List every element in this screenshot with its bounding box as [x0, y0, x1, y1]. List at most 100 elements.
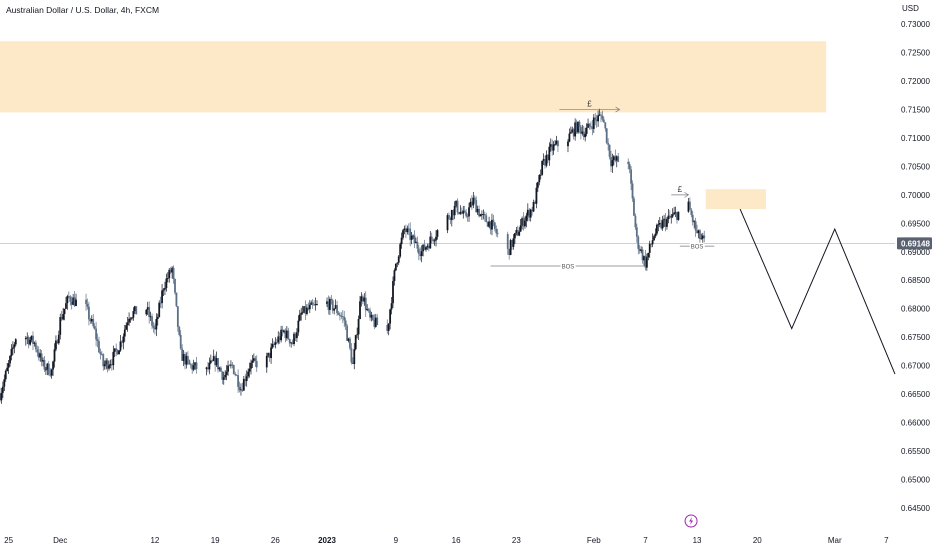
candle-body-185 — [306, 307, 308, 314]
candle-body-60 — [100, 354, 103, 356]
candle-body-87 — [148, 307, 151, 318]
candle-body-124 — [209, 360, 212, 363]
candle-body-258 — [427, 245, 430, 249]
lightning-icon[interactable] — [684, 514, 698, 528]
candle-body-147 — [242, 378, 245, 391]
candle-body-346 — [579, 126, 582, 134]
supply-zone-2 — [705, 189, 766, 210]
candle-body-310 — [519, 225, 522, 232]
candle-body-401 — [667, 215, 670, 220]
candle-body-112 — [184, 354, 186, 365]
candle-body-99 — [165, 278, 168, 289]
candle-body-410 — [688, 201, 691, 210]
candle-body-284 — [473, 197, 476, 201]
candle-body-197 — [331, 300, 334, 311]
candle-body-89 — [151, 316, 153, 326]
candle-body-395 — [658, 222, 661, 225]
candle-body-91 — [154, 327, 156, 330]
candle-body-261 — [432, 239, 435, 242]
candle-body-76 — [123, 329, 126, 337]
candle-body-420 — [703, 235, 706, 239]
candle-body-191 — [314, 304, 317, 305]
candle-body-26 — [43, 360, 46, 370]
candle-body-246 — [410, 235, 413, 240]
candle-body-80 — [129, 318, 132, 320]
candle-body-41 — [65, 303, 67, 309]
candle-body-101 — [168, 269, 171, 279]
candle-body-43 — [67, 296, 70, 297]
candle-body-148 — [244, 378, 247, 382]
candle-body-156 — [255, 361, 258, 368]
current-price-value: 0.69148 — [901, 239, 930, 248]
candle-body-247 — [412, 235, 414, 237]
candle-body-211 — [351, 362, 354, 364]
candle-body-207 — [346, 325, 348, 341]
candle-body-370 — [614, 156, 617, 161]
candle-body-20 — [34, 342, 37, 350]
candle-body-329 — [547, 154, 549, 161]
candle-body-117 — [191, 364, 194, 370]
candle-body-360 — [600, 114, 602, 116]
candle-body-251 — [417, 248, 420, 254]
candle-body-320 — [534, 202, 536, 204]
y-tick-label-16: 0.65500 — [901, 447, 930, 456]
candle-body-111 — [182, 354, 185, 361]
candle-body-56 — [95, 328, 97, 340]
y-tick-label-7: 0.70000 — [901, 191, 930, 200]
x-tick-label-15: 7 — [884, 536, 889, 545]
candle-body-138 — [230, 364, 232, 366]
candle-body-166 — [278, 336, 281, 341]
candle-body-294 — [488, 221, 490, 227]
candle-body-397 — [661, 220, 664, 229]
candle-body-63 — [105, 360, 108, 365]
candle-body-272 — [456, 200, 459, 213]
candle-body-322 — [536, 182, 539, 188]
candle-body-306 — [514, 233, 516, 239]
candle-body-338 — [568, 133, 571, 142]
candle-body-53 — [90, 318, 93, 322]
candle-body-249 — [415, 241, 417, 244]
candle-body-33 — [53, 349, 56, 362]
candle-body-216 — [359, 301, 361, 320]
candle-body-178 — [295, 332, 298, 339]
candle-body-104 — [172, 267, 175, 280]
candle-body-29 — [47, 363, 50, 375]
y-tick-label-12: 0.67500 — [901, 333, 930, 342]
candle-body-23 — [39, 353, 42, 358]
candle-body-30 — [49, 374, 52, 376]
candle-body-307 — [515, 230, 518, 234]
candle-body-413 — [693, 221, 696, 223]
x-tick-label-7: 9 — [394, 536, 399, 545]
candle-body-129 — [217, 358, 219, 370]
y-tick-label-17: 0.65000 — [901, 475, 930, 484]
x-tick-label-1: 25 — [4, 536, 13, 545]
annotation-label-3: BOS — [562, 265, 575, 271]
candle-body-152 — [250, 362, 252, 369]
candle-body-199 — [334, 305, 337, 309]
candle-body-406 — [674, 212, 677, 214]
candle-body-204 — [341, 316, 344, 318]
candle-body-378 — [634, 215, 637, 228]
candle-body-58 — [98, 341, 100, 353]
candle-body-70 — [115, 348, 118, 351]
candle-body-179 — [297, 320, 300, 333]
y-tick-label-6: 0.70500 — [901, 162, 930, 171]
candle-body-79 — [128, 318, 130, 323]
candle-body-245 — [409, 228, 412, 240]
candle-body-5 — [4, 371, 7, 380]
candle-body-122 — [207, 367, 209, 370]
candle-body-95 — [159, 302, 162, 304]
candle-body-368 — [611, 160, 614, 167]
candle-body-267 — [449, 218, 452, 221]
candle-body-254 — [422, 244, 425, 252]
candle-body-285 — [475, 200, 478, 213]
candle-body-236 — [396, 262, 399, 264]
x-tick-label-9: 23 — [512, 536, 521, 545]
candle-body-304 — [511, 240, 513, 247]
candle-body-357 — [595, 119, 598, 122]
candle-body-274 — [459, 211, 462, 214]
candle-body-85 — [145, 309, 148, 315]
candle-body-206 — [344, 320, 347, 326]
